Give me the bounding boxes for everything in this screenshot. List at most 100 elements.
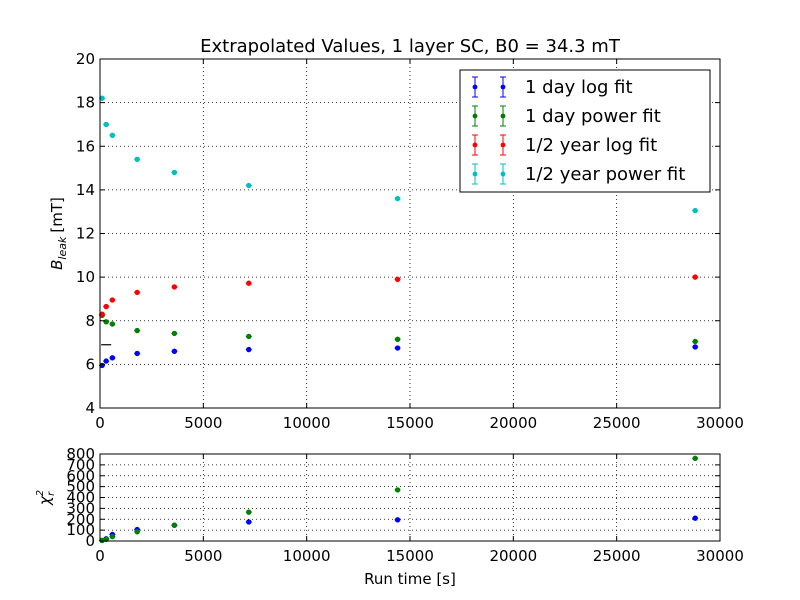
chi-square-data-point xyxy=(171,522,178,528)
main-data-point xyxy=(246,333,252,340)
main-data-point xyxy=(109,132,116,139)
chi-square-data-point xyxy=(134,529,140,535)
main-data-point xyxy=(103,303,109,310)
main-data-point xyxy=(171,169,178,176)
legend-entry-1-2-year-power-fit: 1/2 year power fit xyxy=(472,163,685,185)
main-y-tick-label: 6 xyxy=(85,355,95,373)
main-data-point xyxy=(171,330,178,337)
chi-square-y-tick-label: 400 xyxy=(66,489,95,507)
y-axis-label: Bleak [mT] xyxy=(48,197,69,270)
main-data-point xyxy=(692,338,698,345)
main-x-tick-label: 25000 xyxy=(593,414,641,432)
main-y-tick-label: 16 xyxy=(76,137,95,155)
chi-square-data-point xyxy=(246,509,252,515)
legend-marker xyxy=(500,113,506,119)
legend-entry-1-2-year-log-fit: 1/2 year log fit xyxy=(472,134,657,156)
main-data-point xyxy=(394,276,401,283)
chi-square-x-tick-label: 20000 xyxy=(489,547,537,565)
main-y-tick-label: 14 xyxy=(76,181,95,199)
main-data-marks xyxy=(99,95,699,369)
main-plot-frame xyxy=(99,58,721,409)
legend-marker xyxy=(472,171,478,177)
chi-square-plot: 0 5000 10000 15000 20000 25000 30000 0100200300… xyxy=(35,445,744,588)
main-data-point xyxy=(134,350,140,357)
main-data-point xyxy=(692,344,698,350)
legend-marker xyxy=(472,142,478,148)
chi-square-y-tick-label: 600 xyxy=(66,467,95,485)
chi-square-y-tick-label: 800 xyxy=(66,445,95,463)
main-data-point xyxy=(109,297,116,303)
chi-square-label-superscript: 2 xyxy=(35,490,46,496)
chi-square-data-point xyxy=(394,487,401,493)
main-data-point xyxy=(109,355,116,361)
main-data-point xyxy=(134,289,140,296)
chi-square-x-tick-label: 5000 xyxy=(184,547,222,565)
legend-marker xyxy=(500,84,506,90)
main-data-point xyxy=(134,327,140,334)
main-y-tick-label: 4 xyxy=(85,399,95,417)
legend-marker xyxy=(500,171,506,177)
chi-square-data-point xyxy=(692,515,698,521)
chi-square-x-tick-label: 15000 xyxy=(386,547,434,565)
main-data-point xyxy=(692,274,698,280)
legend-entry-1-day-log-fit: 1 day log fit xyxy=(472,76,633,98)
legend-marker xyxy=(472,84,478,90)
main-y-tick-label: 10 xyxy=(76,268,95,286)
y-axis-label-subscript: leak xyxy=(56,236,69,260)
legend-marker xyxy=(472,113,478,119)
legend-label: 1/2 year log fit xyxy=(525,135,657,156)
y-axis-label-unit: [mT] xyxy=(48,197,66,232)
main-plot: 0 5000 10000 15000 20000 25000 30000 4 6 8 10 12 14 1… xyxy=(48,36,744,432)
chi-square-data-point xyxy=(394,517,401,523)
main-series-1-2-year-power-fit xyxy=(99,95,699,214)
main-x-tick-label: 10000 xyxy=(283,414,331,432)
chi-square-y-tick-label: 700 xyxy=(66,456,95,474)
legend-label: 1 day log fit xyxy=(525,77,633,98)
y-axis-label-main: B xyxy=(48,260,66,270)
legend-marker xyxy=(500,142,506,148)
main-y-tick-label: 20 xyxy=(76,50,95,68)
chi-square-y-tick-label: 100 xyxy=(66,521,95,539)
legend-label: 1 day power fit xyxy=(525,106,661,127)
main-data-point xyxy=(103,319,109,325)
chi-square-x-tick-label: 25000 xyxy=(593,547,641,565)
main-x-tick-label: 30000 xyxy=(696,414,744,432)
chi-square-data-marks xyxy=(99,455,699,544)
main-data-point xyxy=(394,195,401,202)
main-data-point xyxy=(109,321,116,327)
legend-entry-1-day-power-fit: 1 day power fit xyxy=(472,105,661,127)
chi-square-x-tick-label: 0 xyxy=(95,547,105,565)
main-data-point xyxy=(171,284,178,290)
main-ticks: 0 5000 10000 15000 20000 25000 30000 4 6 8 10 12 14 1… xyxy=(76,50,744,432)
chi-square-y-tick-label: 0 xyxy=(85,532,95,550)
main-x-tick-label: 20000 xyxy=(489,414,537,432)
legend: 1 day log fit 1 day power fit 1/2 year log… xyxy=(459,69,711,193)
main-y-tick-label: 12 xyxy=(76,225,95,243)
legend-label: 1/2 year power fit xyxy=(525,164,685,185)
chi-square-data-point xyxy=(692,455,698,462)
chi-square-data-point xyxy=(109,533,116,540)
main-data-point xyxy=(394,336,401,342)
chi-square-y-tick-label: 200 xyxy=(66,510,95,528)
main-y-tick-label: 18 xyxy=(76,94,95,112)
chi-square-ticks: 0 5000 10000 15000 20000 25000 30000 0100200300… xyxy=(66,445,744,565)
main-data-point xyxy=(103,121,109,128)
main-series-1-2-year-log-fit xyxy=(99,274,699,317)
chart-title: Extrapolated Values, 1 layer SC, B0 = 34… xyxy=(200,36,621,57)
chi-square-label-subscript: r xyxy=(46,491,57,496)
chi-square-x-tick-label: 10000 xyxy=(283,547,331,565)
x-axis-label: Run time [s] xyxy=(364,570,456,588)
main-data-point xyxy=(246,182,252,189)
main-x-tick-label: 5000 xyxy=(184,414,222,432)
main-data-point xyxy=(394,345,401,351)
main-series-1-day-log-fit xyxy=(99,344,699,369)
chi-square-series-1-day-power-fit xyxy=(99,455,699,544)
main-data-point xyxy=(134,156,140,163)
legend-frame xyxy=(459,69,711,193)
chi-square-plot-frame xyxy=(99,453,721,542)
main-data-point xyxy=(103,358,109,364)
chi-square-x-tick-label: 30000 xyxy=(696,547,744,565)
main-data-point xyxy=(246,280,252,286)
main-y-tick-label: 8 xyxy=(85,312,95,330)
